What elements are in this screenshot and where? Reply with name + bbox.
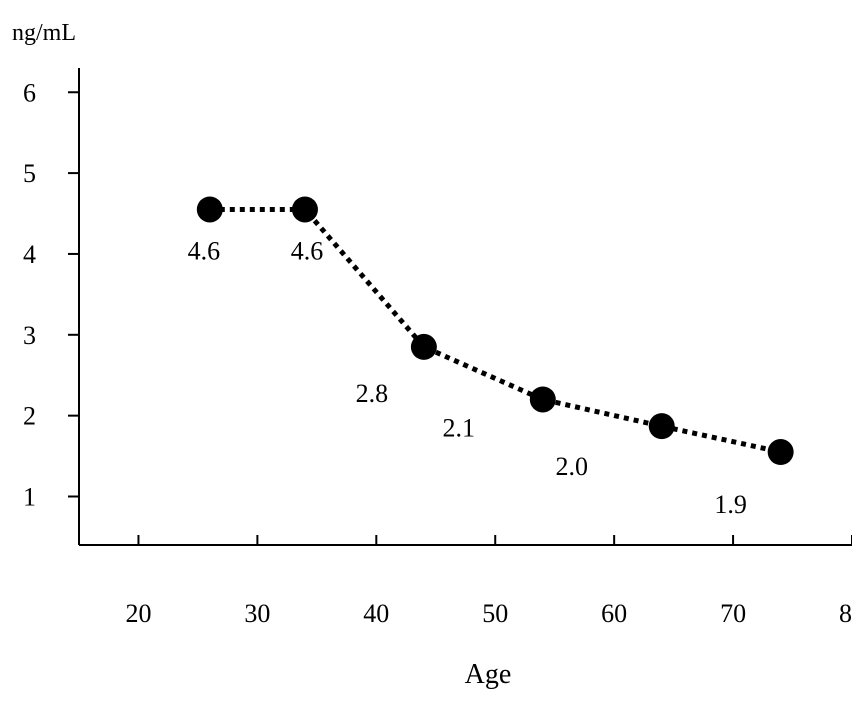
- series-line: [209, 207, 782, 455]
- data-labels: 4.6 4.6 2.8 2.1 2.0 1.9: [188, 236, 747, 519]
- x-tick-label: 50: [482, 599, 508, 628]
- data-point: [410, 333, 437, 360]
- y-tick-label: 5: [23, 159, 36, 188]
- x-tick-label: 30: [244, 599, 270, 628]
- data-point: [767, 439, 794, 466]
- data-label: 4.6: [188, 236, 221, 265]
- data-point: [529, 386, 556, 413]
- data-points: [196, 196, 794, 466]
- y-tick-label: 2: [23, 402, 36, 431]
- data-label: 2.1: [443, 413, 476, 442]
- data-point: [648, 413, 675, 440]
- x-tick-label: 80: [839, 599, 852, 628]
- y-tick-label: 4: [23, 240, 36, 269]
- x-axis-title: Age: [465, 659, 512, 690]
- x-tick-label: 60: [601, 599, 627, 628]
- x-tick-label: 70: [720, 599, 746, 628]
- x-axis-ticks: 20 30 40 50 60 70 80: [125, 535, 852, 628]
- y-axis-ticks: 1 2 3 4 5 6: [23, 78, 79, 511]
- data-point: [291, 196, 318, 223]
- x-tick-label: 20: [125, 599, 151, 628]
- y-tick-label: 3: [23, 321, 36, 350]
- data-label: 4.6: [291, 236, 324, 265]
- x-tick-label: 40: [363, 599, 389, 628]
- y-tick-label: 1: [23, 482, 36, 511]
- data-label: 1.9: [714, 490, 747, 519]
- data-label: 2.0: [555, 452, 588, 481]
- y-tick-label: 6: [23, 78, 36, 107]
- y-axis-unit-label: ng/mL: [12, 20, 76, 46]
- data-label: 2.8: [356, 379, 389, 408]
- data-point: [196, 196, 223, 223]
